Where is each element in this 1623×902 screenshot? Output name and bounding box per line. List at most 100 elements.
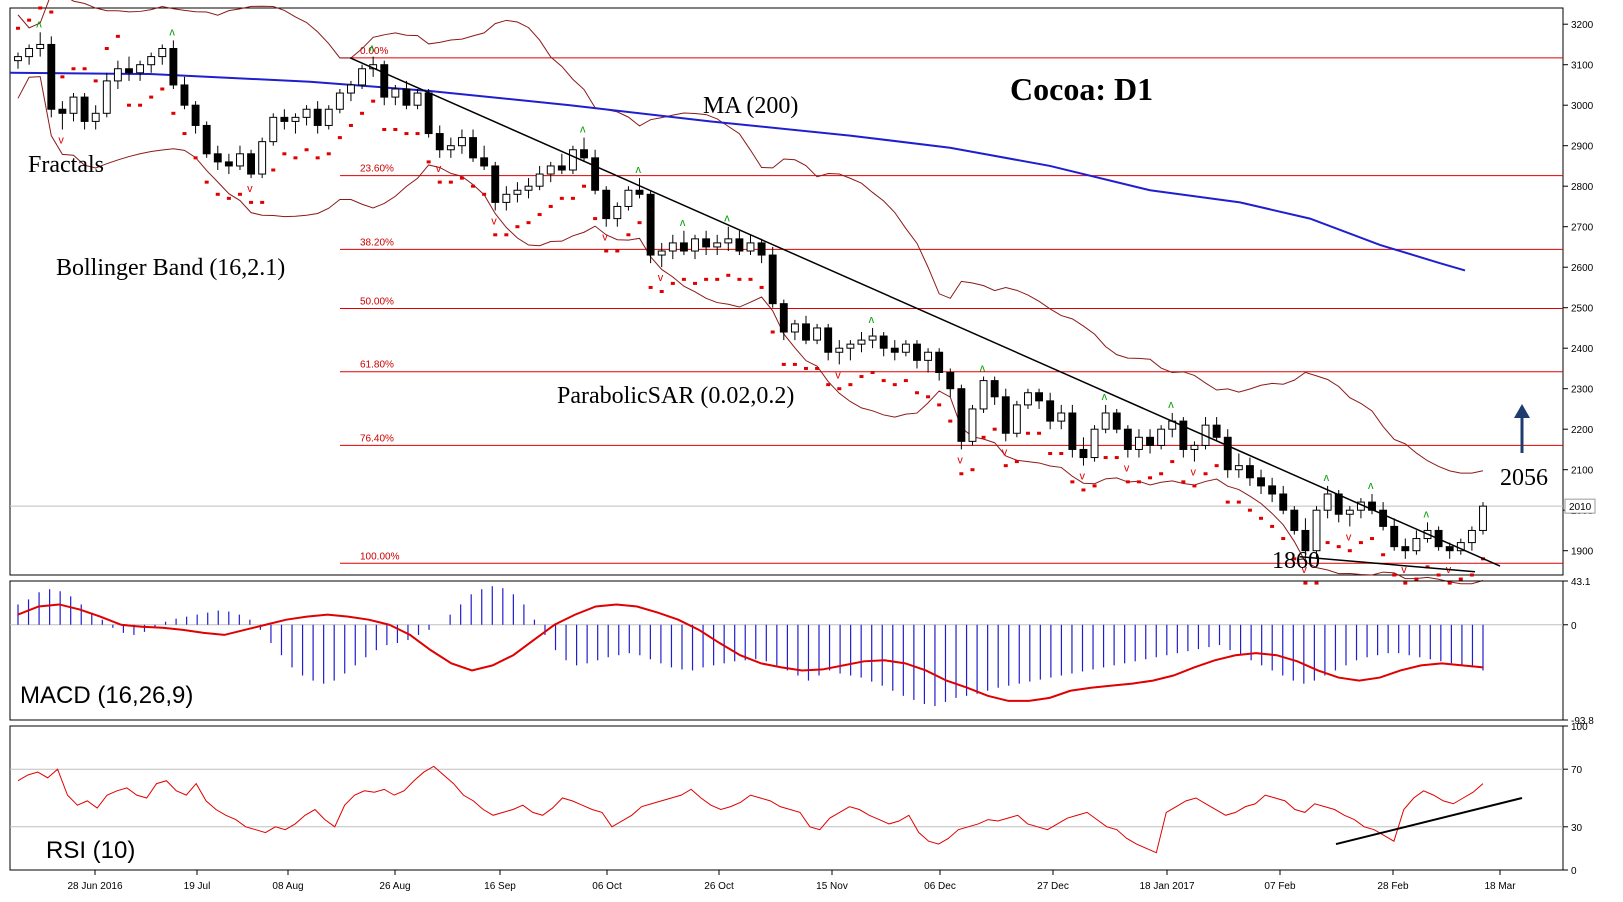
candle <box>347 84 355 94</box>
candle <box>1190 444 1199 450</box>
candle <box>513 189 522 195</box>
candle <box>169 48 178 86</box>
candle <box>25 48 34 58</box>
sar-dot <box>1336 545 1341 549</box>
sar-dot <box>681 277 686 281</box>
sar-dot <box>1225 500 1230 504</box>
candle <box>946 372 955 390</box>
fib-label: 0.00% <box>360 46 388 57</box>
sar-dot <box>293 156 298 160</box>
candle <box>835 347 844 353</box>
sar-dot <box>670 281 675 285</box>
fractal-down: v <box>436 163 442 175</box>
sar-dot <box>870 371 875 374</box>
target-arrow-head <box>1514 404 1530 418</box>
candle <box>713 242 722 248</box>
chart-title: Cocoa: D1 <box>1010 71 1153 107</box>
candle <box>1057 412 1066 422</box>
candle <box>1112 412 1121 430</box>
price-y-tick-label: 2200 <box>1571 425 1594 436</box>
fractal-down: v <box>247 183 253 195</box>
sar-dot <box>171 111 176 115</box>
fractal-down: v <box>957 454 963 466</box>
fractal-up: ʌ <box>636 164 642 176</box>
candle <box>635 189 644 195</box>
candle <box>1012 404 1021 434</box>
fib-label: 76.40% <box>360 433 394 444</box>
sar-dot <box>1048 452 1053 455</box>
sar-dot <box>471 184 476 188</box>
sar-dot <box>1436 573 1441 577</box>
fractal-down: v <box>491 216 497 228</box>
sar-dot <box>504 233 509 237</box>
candle <box>1146 436 1154 446</box>
sar-dot <box>1425 565 1430 569</box>
candle <box>313 108 322 126</box>
fractal-down: v <box>1002 446 1008 458</box>
x-tick-label: 27 Dec <box>1037 881 1069 892</box>
candle <box>136 64 145 74</box>
fractal-down: v <box>602 232 608 244</box>
sar-dot <box>659 290 664 293</box>
sar-dot <box>115 34 120 38</box>
sar-dot <box>914 391 919 395</box>
x-tick-label: 18 Mar <box>1484 881 1516 892</box>
sar-dot <box>704 277 709 281</box>
candle <box>868 335 877 341</box>
candle <box>391 88 400 98</box>
candle <box>1090 428 1099 459</box>
sar-dot <box>271 168 276 172</box>
fractal-up: ʌ <box>724 213 730 225</box>
candle <box>1101 412 1110 430</box>
candle <box>269 116 278 143</box>
sar-dot <box>1392 573 1397 577</box>
sar-dot <box>1037 431 1042 435</box>
sar-dot <box>937 403 942 407</box>
candle <box>879 335 888 349</box>
candle <box>202 124 211 155</box>
sar-dot <box>415 132 420 136</box>
candle <box>1279 493 1288 511</box>
fractals-label: Fractals <box>28 152 104 178</box>
rsi-trendline <box>1335 797 1523 846</box>
sar-dot <box>237 192 242 196</box>
fractal-up: ʌ <box>1424 508 1430 520</box>
x-tick-label: 07 Feb <box>1264 881 1296 892</box>
sar-dot <box>1170 460 1175 464</box>
candle <box>568 149 577 171</box>
sar-dot <box>315 156 320 160</box>
candle <box>469 137 477 159</box>
x-tick-label: 06 Oct <box>592 881 622 892</box>
price-y-tick-label: 2500 <box>1571 304 1594 315</box>
sar-dot <box>515 225 520 229</box>
candle <box>824 327 833 353</box>
sar-dot <box>781 362 786 366</box>
sar-dot <box>526 221 531 225</box>
fractal-up: ʌ <box>1102 391 1108 403</box>
candle <box>91 112 100 122</box>
fib-label: 100.00% <box>360 551 400 562</box>
sar-dot <box>1059 452 1064 455</box>
sar-dot <box>304 148 309 152</box>
fib-label: 50.00% <box>360 297 394 308</box>
bollinger-upper <box>17 0 1484 474</box>
sar-dot <box>60 75 65 79</box>
sar-dot <box>249 200 254 204</box>
macd-y-tick-label: -93.8 <box>1571 716 1594 727</box>
x-tick-label: 26 Aug <box>379 881 410 892</box>
fractal-down: v <box>1124 463 1130 475</box>
candle <box>1290 509 1299 531</box>
sar-dot <box>1214 464 1219 468</box>
sar-dot <box>1247 508 1252 512</box>
x-tick-label: 19 Jul <box>184 881 211 892</box>
sar-dot <box>859 375 864 379</box>
candle <box>446 145 455 151</box>
rsi-label: RSI (10) <box>46 837 135 864</box>
candle <box>546 165 555 175</box>
candle <box>1135 436 1143 450</box>
fractal-up: ʌ <box>680 217 686 229</box>
sar-dot <box>160 87 165 91</box>
sar-dot <box>1358 541 1363 545</box>
sar-dot <box>626 233 631 237</box>
